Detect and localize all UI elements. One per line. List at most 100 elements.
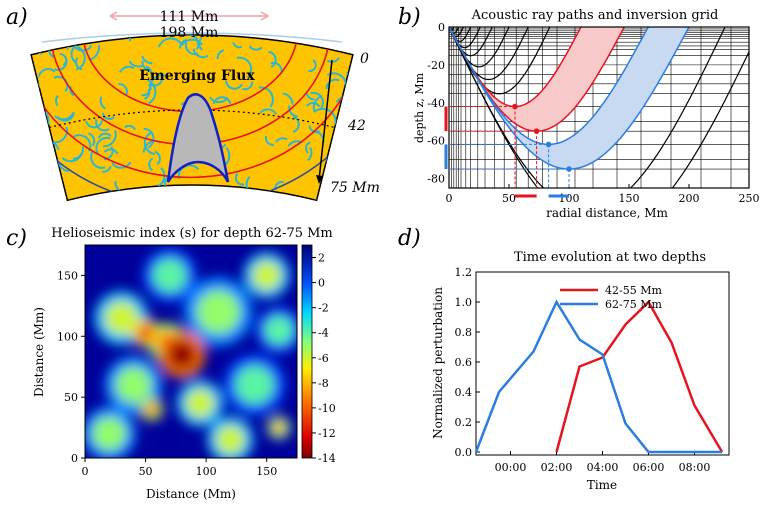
convection-swirl [31,104,41,113]
convection-swirl [288,105,298,118]
convection-swirl [37,68,56,77]
series-line-62-75 Mm [474,299,723,454]
chart-b-ticks: 0 50 100 150 200 250 0 -20 -40 -60 -80 [427,21,759,205]
x-tick-label: 0 [82,465,89,478]
colorbar-tick-label: -6 [318,352,329,365]
convection-swirl [85,120,104,129]
turning-point [512,103,518,110]
convection-swirl [242,81,254,91]
convection-swirl [54,112,75,121]
panel-a-diagram: a) Emerging Flux 111 Mm 198 Mm 0 42 75 M… [6,5,380,202]
label-111-mm: 111 Mm [160,9,219,25]
x-tick-label: 06:00 [633,461,665,474]
x-tick-label: 0 [446,192,453,205]
y-tick-label: 0.2 [455,416,473,429]
convection-swirl [143,131,155,155]
convection-swirl [95,136,111,156]
convection-swirl [310,91,324,109]
y-tick-label: -40 [427,97,445,110]
convection-swirl [118,83,128,96]
depth-75-label: 75 Mm [330,180,380,196]
convection-swirl [55,94,59,107]
x-tick-label: 50 [139,465,153,478]
depth-0-label: 0 [360,51,369,67]
ray-turning-markers [444,103,572,198]
convection-swirl [143,127,155,149]
y-tick-label: 0.0 [455,446,473,459]
y-tick-label: -60 [427,135,445,148]
convection-swirl [147,79,157,105]
chart-d-frame [475,271,730,456]
heat-blob [115,366,152,404]
convection-swirl [325,78,340,90]
panel-a-letter: a) [6,5,28,30]
turning-point [545,141,552,148]
convection-swirl [306,101,321,108]
convection-swirl [308,125,321,133]
convection-swirl [180,38,203,46]
chart-b-frame [448,26,750,189]
convection-swirl [154,150,161,166]
heatmap-blobs [85,248,297,458]
ray-band-red [449,27,625,132]
chart-d-xlabel: Time [587,478,617,492]
legend-label: 62-75 Mm [605,298,662,311]
convection-swirl [73,134,92,152]
convection-swirl [312,95,322,113]
convection-swirl [53,126,68,144]
convection-swirl [234,172,245,186]
convection-swirl [103,145,114,161]
colorbar-tick-label: 2 [318,252,325,265]
x-tick-label: 150 [256,465,277,478]
convection-swirl [69,85,75,97]
chart-d-ylabel: Normalized perturbation [431,287,445,439]
x-tick-label: 50 [502,192,516,205]
convection-swirl [326,164,342,171]
convection-swirl [72,146,84,160]
convection-swirl [236,56,253,79]
x-tick-label: 100 [196,465,217,478]
y-tick-label: 1.2 [455,266,473,279]
convection-swirl [225,80,243,90]
arrow-111-heads [109,11,269,21]
convection-swirl [148,73,164,87]
arrow-198 [41,32,343,43]
convection-swirl [70,44,78,65]
convection-swirl [157,37,184,48]
convection-swirl [119,65,135,73]
emerging-flux-tube [166,93,230,183]
heat-blob [215,425,245,455]
convection-swirl [141,55,153,65]
x-tick-label: 00:00 [495,461,527,474]
x-tick-label: 02:00 [541,461,573,474]
x-tick-label: 150 [619,192,640,205]
y-tick-label: 150 [57,269,78,282]
convection-swirl [149,74,166,91]
convection-swirl [292,115,300,133]
chart-c-ticks: 0 50 100 150 0 50 100 150 [57,269,277,478]
convection-swirl [209,96,229,104]
x-tick-label: 250 [739,192,760,205]
chart-c-xlabel: Distance (Mm) [146,487,236,501]
chart-b-xlabel: radial distance, Mm [546,206,668,220]
convection-swirl [99,96,107,110]
convection-swirl [313,107,337,126]
convection-swirl [141,60,152,72]
convection-swirl [95,119,110,132]
chart-d-series [474,299,724,454]
convection-swirl [232,41,243,49]
series-line-42-55 Mm [555,299,724,453]
convection-swirls [22,35,353,194]
convection-swirl [59,52,68,67]
convection-swirl [124,124,136,131]
convection-swirl [157,167,166,187]
depth-arrow [318,59,333,181]
convection-swirl [128,60,145,68]
y-tick-label: 100 [57,330,78,343]
x-tick-label: 100 [559,192,580,205]
convection-swirl [22,85,28,98]
x-tick-label: 08:00 [679,461,711,474]
convection-swirl [282,92,294,105]
y-tick-label: -20 [427,59,445,72]
colorbar-tick-label: -2 [318,302,329,315]
